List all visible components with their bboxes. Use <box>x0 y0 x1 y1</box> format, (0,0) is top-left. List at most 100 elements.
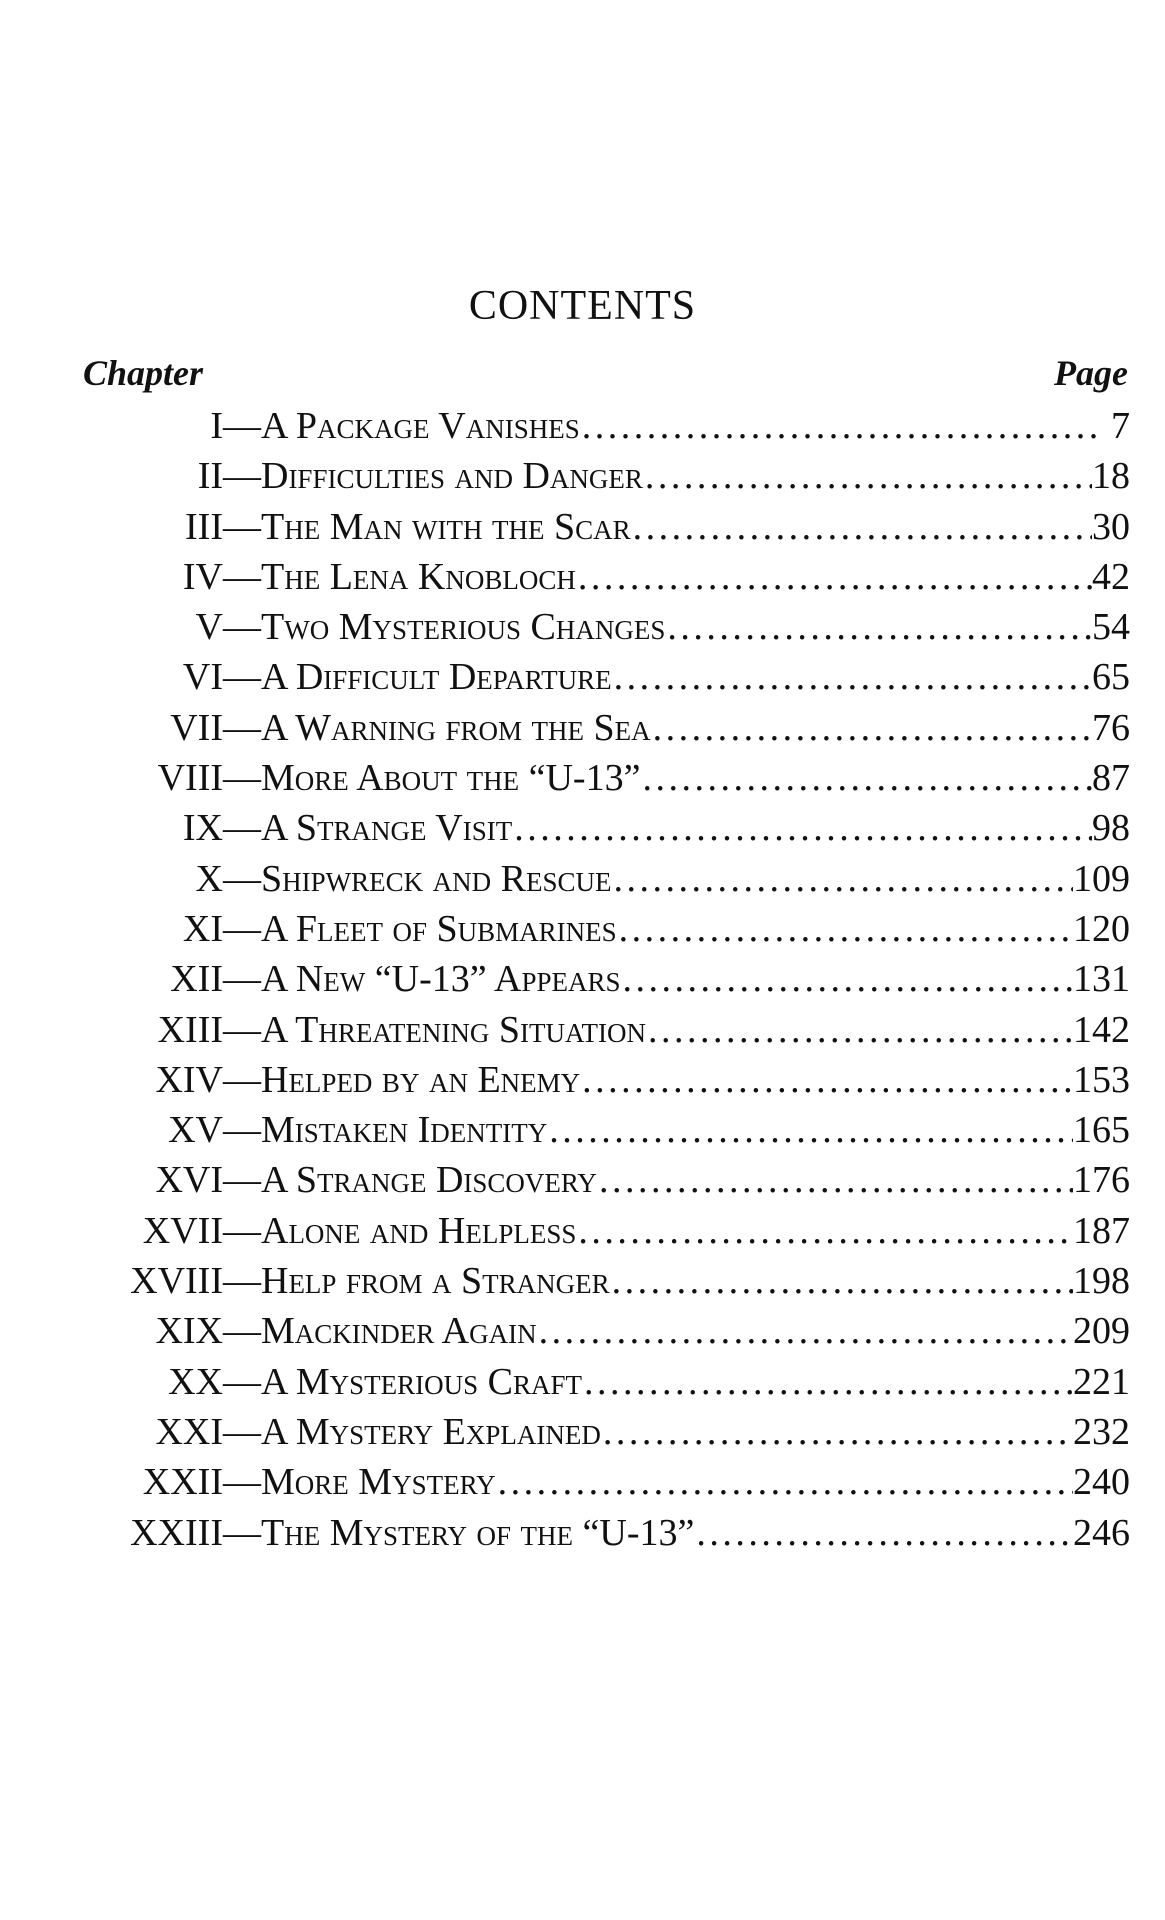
separator-dash: — <box>223 606 261 649</box>
chapter-title: A Mystery Explained <box>261 1410 601 1453</box>
chapter-title: Mistaken Identity <box>261 1109 548 1152</box>
separator-dash: — <box>223 706 261 749</box>
chapter-column-label: Chapter <box>83 353 204 393</box>
toc-entry: XI—A Fleet of Submarines 120 <box>83 907 1130 957</box>
chapter-number: VI <box>182 656 223 699</box>
page-number: 240 <box>1073 1461 1130 1504</box>
page-number: 221 <box>1073 1360 1130 1403</box>
page-number: 30 <box>1092 505 1130 548</box>
chapter-number: XXIII <box>130 1511 223 1554</box>
dot-leader <box>617 907 1073 951</box>
column-headers: Chapter Page <box>83 352 1128 394</box>
chapter-number: XXII <box>142 1461 223 1504</box>
chapter-number: XIII <box>157 1008 223 1051</box>
page-number: 198 <box>1073 1260 1130 1303</box>
toc-entry: I—A Package Vanishes 7 <box>83 404 1130 454</box>
chapter-number: XIX <box>155 1310 223 1353</box>
dot-leader <box>537 1309 1073 1353</box>
separator-dash: — <box>223 807 261 850</box>
chapter-number: XI <box>182 907 223 950</box>
page-number: 65 <box>1092 656 1130 699</box>
page-number: 87 <box>1092 757 1130 800</box>
chapter-title: Helped by an Enemy <box>261 1058 581 1101</box>
page-number: 232 <box>1073 1410 1130 1453</box>
page-number: 153 <box>1073 1058 1130 1101</box>
page-number: 131 <box>1073 958 1130 1001</box>
chapter-number: IV <box>182 555 223 598</box>
chapter-title: A Package Vanishes <box>261 405 580 447</box>
chapter-number: VIII <box>157 757 223 800</box>
chapter-title: A Fleet of Submarines <box>261 907 617 950</box>
chapter-title: Mackinder Again <box>261 1310 537 1353</box>
toc-entry: XIV—Helped by an Enemy 153 <box>83 1058 1130 1108</box>
separator-dash: — <box>223 656 261 699</box>
toc-entry: XVII—Alone and Helpless 187 <box>83 1209 1130 1259</box>
separator-dash: — <box>223 907 261 950</box>
separator-dash: — <box>223 1159 261 1202</box>
dot-leader <box>640 756 1092 800</box>
chapter-number: XX <box>168 1360 223 1403</box>
dot-leader <box>576 555 1092 599</box>
chapter-title: A Warning from the Sea <box>261 706 651 749</box>
dot-leader <box>612 655 1092 699</box>
page-number: 76 <box>1092 706 1130 749</box>
toc-entry: XXIII—The Mystery of the “U-13” 246 <box>83 1511 1130 1561</box>
toc-entry: X—Shipwreck and Rescue 109 <box>83 857 1130 907</box>
toc-entry: III—The Man with the Scar 30 <box>83 505 1130 555</box>
toc-entry: XXI—A Mystery Explained 232 <box>83 1410 1130 1460</box>
toc-entry: VIII—More About the “U-13” 87 <box>83 756 1130 806</box>
toc-entry: V—Two Mysterious Changes 54 <box>83 605 1130 655</box>
toc-entry: IX—A Strange Visit 98 <box>83 806 1130 856</box>
dot-leader <box>597 1158 1073 1202</box>
separator-dash: — <box>223 1461 261 1504</box>
toc-entry: XXII—More Mystery 240 <box>83 1460 1130 1510</box>
toc-entry: XV—Mistaken Identity 165 <box>83 1108 1130 1158</box>
page-number: 109 <box>1073 857 1130 900</box>
separator-dash: — <box>223 1511 261 1554</box>
chapter-number: I <box>210 405 223 447</box>
chapter-title: More About the “U-13” <box>261 757 641 800</box>
toc-entry: XX—A Mysterious Craft 221 <box>83 1360 1130 1410</box>
page-number: 209 <box>1073 1310 1130 1353</box>
page-number: 142 <box>1073 1008 1130 1051</box>
chapter-number: III <box>185 505 223 548</box>
chapter-number: XXI <box>155 1410 223 1453</box>
separator-dash: — <box>223 857 261 900</box>
separator-dash: — <box>223 1008 261 1051</box>
page-number: 42 <box>1092 555 1130 598</box>
chapter-title: A Threatening Situation <box>261 1008 646 1051</box>
chapter-number: XVIII <box>130 1260 223 1303</box>
chapter-title: The Man with the Scar <box>261 505 631 548</box>
page-number: 18 <box>1092 455 1130 498</box>
separator-dash: — <box>223 757 261 800</box>
chapter-title: The Lena Knobloch <box>261 555 576 598</box>
toc-entry: VI—A Difficult Departure 65 <box>83 655 1130 705</box>
dot-leader <box>601 1410 1073 1454</box>
chapter-title: Difficulties and Danger <box>261 455 643 498</box>
chapter-title: A Mysterious Craft <box>261 1360 583 1403</box>
chapter-title: A New “U-13” Appears <box>261 958 621 1001</box>
page-number: 120 <box>1073 907 1130 950</box>
chapter-title: A Strange Discovery <box>261 1159 597 1202</box>
page-title: CONTENTS <box>468 283 697 329</box>
chapter-number: V <box>195 606 223 649</box>
chapter-title: Alone and Helpless <box>261 1209 577 1252</box>
separator-dash: — <box>223 405 261 447</box>
page-number: 98 <box>1092 807 1130 850</box>
chapter-number: XII <box>170 958 223 1001</box>
page-number: 246 <box>1073 1511 1130 1554</box>
dot-leader <box>621 957 1074 1001</box>
separator-dash: — <box>223 1310 261 1353</box>
table-of-contents: I—A Package Vanishes7II—Difficulties and… <box>83 404 1130 1561</box>
dot-leader <box>580 1058 1073 1102</box>
separator-dash: — <box>223 1260 261 1303</box>
dot-leader <box>643 454 1092 498</box>
chapter-title: More Mystery <box>261 1461 496 1504</box>
chapter-number: XVI <box>155 1159 223 1202</box>
separator-dash: — <box>223 505 261 548</box>
chapter-number: II <box>197 455 223 498</box>
separator-dash: — <box>223 958 261 1001</box>
page-number: 176 <box>1073 1159 1130 1202</box>
toc-entry: IV—The Lena Knobloch 42 <box>83 555 1130 605</box>
page-number: 7 <box>1111 405 1130 447</box>
